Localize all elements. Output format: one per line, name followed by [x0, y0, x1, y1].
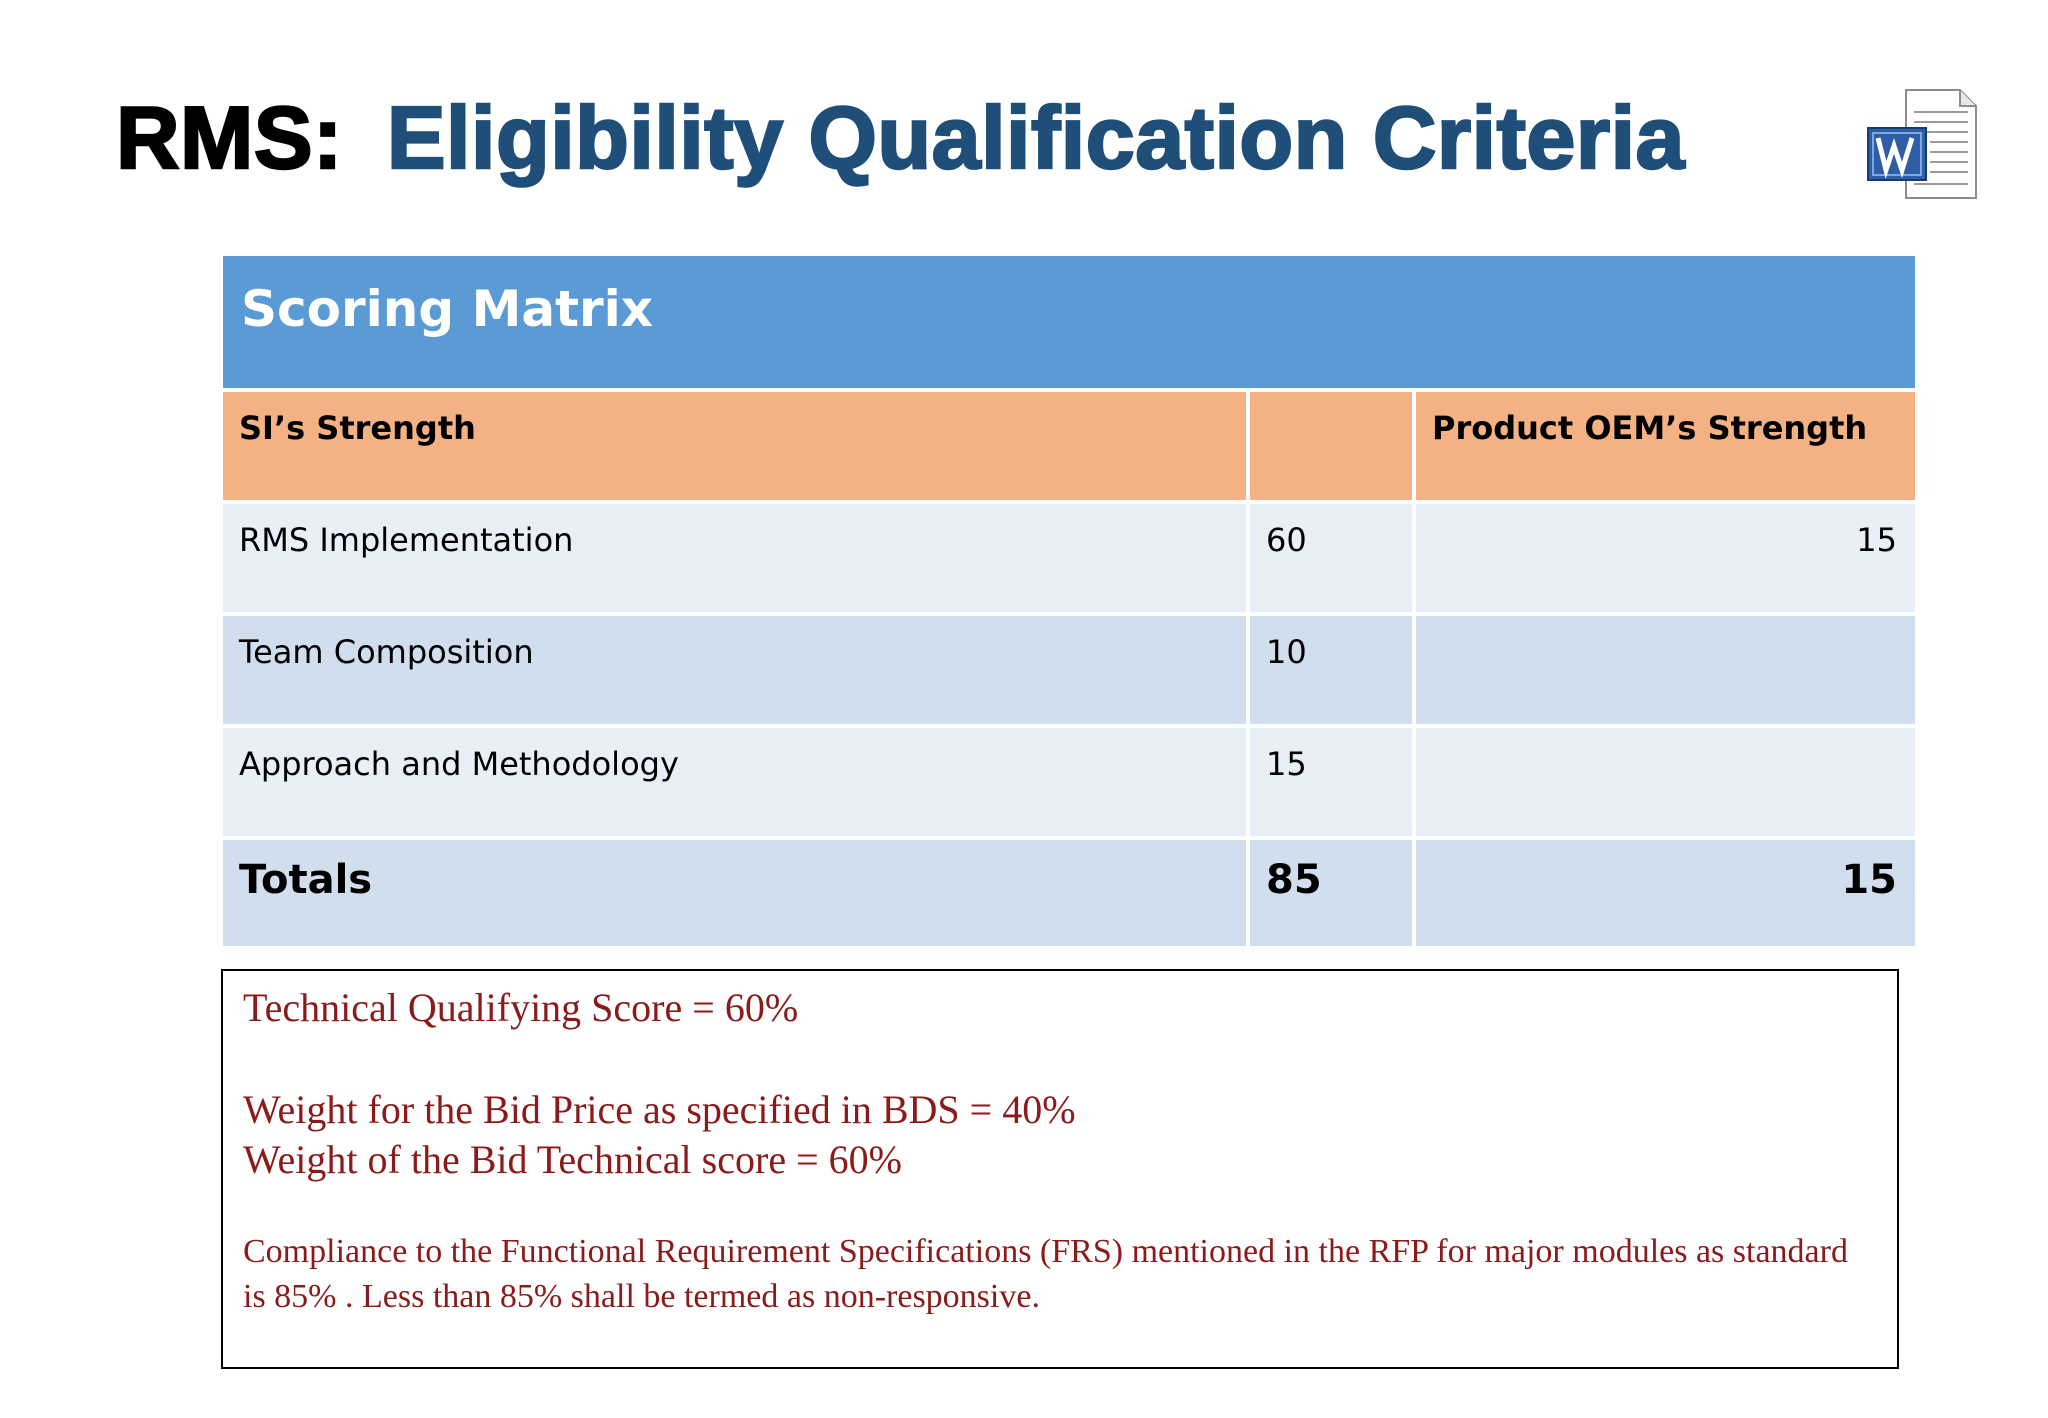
row-oem-score — [1412, 612, 1915, 728]
table-row: RMS Implementation 60 15 — [223, 500, 1915, 616]
matrix-header: Scoring Matrix — [223, 256, 1915, 388]
totals-si-score: 85 — [1246, 836, 1416, 946]
totals-row: Totals 85 15 — [223, 836, 1915, 946]
row-si-score: 15 — [1246, 724, 1416, 840]
note-spacer — [243, 1033, 1879, 1085]
header-si-strength: SI’s Strength — [223, 392, 1250, 504]
table-row: Approach and Methodology 15 — [223, 724, 1915, 840]
row-label: RMS Implementation — [223, 500, 1250, 616]
table-header-row: SI’s Strength Product OEM’s Strength — [223, 392, 1915, 504]
row-label: Team Composition — [223, 612, 1250, 728]
notes-box: Technical Qualifying Score = 60% Weight … — [221, 969, 1899, 1369]
title-prefix: RMS: — [115, 87, 344, 189]
bid-technical-weight: Weight of the Bid Technical score = 60% — [243, 1137, 902, 1182]
word-document-icon[interactable] — [1866, 88, 1982, 202]
slide-title: RMS: Eligibility Qualification Criteria — [115, 87, 1686, 189]
header-oem-strength: Product OEM’s Strength — [1412, 392, 1915, 504]
row-oem-score — [1412, 724, 1915, 840]
header-si-score — [1246, 392, 1416, 504]
totals-label: Totals — [223, 836, 1250, 946]
row-label: Approach and Methodology — [223, 724, 1250, 840]
matrix-table: SI’s Strength Product OEM’s Strength RMS… — [223, 392, 1915, 946]
technical-qualifying-score: Technical Qualifying Score = 60% — [243, 985, 799, 1030]
row-si-score: 60 — [1246, 500, 1416, 616]
row-oem-score: 15 — [1412, 500, 1915, 616]
scoring-matrix: Scoring Matrix SI’s Strength Product OEM… — [223, 256, 1915, 946]
bid-price-weight: Weight for the Bid Price as specified in… — [243, 1087, 1076, 1132]
matrix-title: Scoring Matrix — [241, 280, 654, 338]
note-spacer — [243, 1185, 1879, 1229]
table-row: Team Composition 10 — [223, 612, 1915, 728]
frs-compliance-note: Compliance to the Functional Requirement… — [243, 1233, 1848, 1315]
row-si-score: 10 — [1246, 612, 1416, 728]
totals-oem-score: 15 — [1412, 836, 1915, 946]
title-main: Eligibility Qualification Criteria — [386, 87, 1686, 189]
